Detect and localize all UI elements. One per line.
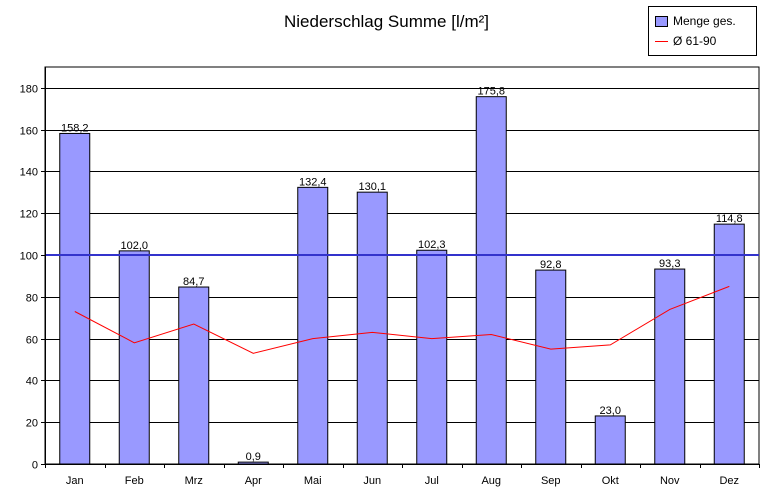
bar-jan bbox=[59, 132, 91, 465]
x-tick-label: Dez bbox=[719, 475, 739, 487]
y-tick-label: 20 bbox=[26, 418, 38, 430]
chart-legend: Menge ges. Ø 61-90 bbox=[648, 6, 757, 56]
x-tick-label: Nov bbox=[660, 475, 680, 487]
bar-value-label: 84,7 bbox=[183, 276, 204, 288]
legend-item-bars: Menge ges. bbox=[655, 13, 736, 29]
legend-label-bars: Menge ges. bbox=[673, 14, 736, 28]
bar-value-label: 0,9 bbox=[246, 451, 261, 463]
y-tick-label: 0 bbox=[32, 460, 38, 472]
bar-value-label: 130,1 bbox=[358, 181, 386, 193]
y-tick-label: 80 bbox=[26, 293, 38, 305]
plot-frame bbox=[44, 66, 760, 465]
y-tick-label: 40 bbox=[26, 376, 38, 388]
bar-jul bbox=[416, 249, 448, 465]
bar-value-label: 92,8 bbox=[540, 259, 561, 271]
bar-mai bbox=[297, 186, 329, 465]
y-tick-label: 60 bbox=[26, 335, 38, 347]
bar-value-label: 93,3 bbox=[659, 258, 680, 270]
bar-feb bbox=[118, 250, 150, 465]
x-tick-label: Apr bbox=[245, 475, 262, 487]
x-tick-label: Aug bbox=[481, 475, 501, 487]
x-tick-label: Jan bbox=[66, 475, 84, 487]
x-tick-label: Jun bbox=[363, 475, 381, 487]
x-tick-label: Feb bbox=[125, 475, 144, 487]
bar-aug bbox=[475, 96, 507, 465]
y-tick-label: 160 bbox=[20, 126, 38, 138]
x-tick-label: Jul bbox=[425, 475, 439, 487]
bar-sep bbox=[535, 269, 567, 465]
bar-nov bbox=[654, 268, 686, 465]
y-tick-label: 100 bbox=[20, 251, 38, 263]
chart-title: Niederschlag Summe [l/m²] bbox=[283, 12, 489, 31]
bar-value-label: 23,0 bbox=[600, 405, 621, 417]
bar-value-label: 158,2 bbox=[61, 122, 89, 134]
x-tick-label: Mai bbox=[304, 475, 322, 487]
legend-item-line: Ø 61-90 bbox=[655, 33, 716, 49]
legend-label-line: Ø 61-90 bbox=[673, 34, 717, 48]
bar-dez bbox=[713, 223, 745, 465]
bar-value-label: 175,8 bbox=[477, 86, 505, 98]
bar-jun bbox=[356, 191, 388, 465]
y-tick-label: 120 bbox=[20, 209, 38, 221]
legend-bar-swatch bbox=[655, 15, 668, 27]
x-tick-label: Mrz bbox=[185, 475, 203, 487]
legend-line-swatch bbox=[655, 40, 668, 42]
bar-value-label: 132,4 bbox=[299, 176, 327, 188]
y-tick-label: 180 bbox=[20, 84, 38, 96]
x-tick-label: Sep bbox=[541, 475, 561, 487]
bar-okt bbox=[594, 415, 626, 465]
bar-mrz bbox=[178, 286, 210, 465]
average-line bbox=[74, 285, 730, 354]
y-tick-label: 140 bbox=[20, 167, 38, 179]
bar-value-label: 114,8 bbox=[716, 213, 743, 225]
bar-value-label: 102,3 bbox=[418, 239, 446, 251]
x-tick-label: Okt bbox=[602, 475, 619, 487]
bar-value-label: 102,0 bbox=[120, 240, 148, 252]
